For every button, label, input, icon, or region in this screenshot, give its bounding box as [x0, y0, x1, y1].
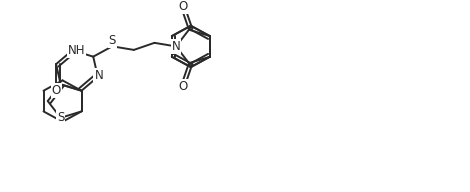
Text: N: N — [94, 69, 103, 81]
Text: S: S — [57, 111, 64, 124]
Text: NH: NH — [68, 44, 85, 57]
Text: O: O — [51, 84, 61, 97]
Text: N: N — [172, 40, 180, 53]
Text: O: O — [179, 80, 188, 93]
Text: S: S — [109, 34, 116, 47]
Text: O: O — [179, 0, 188, 13]
